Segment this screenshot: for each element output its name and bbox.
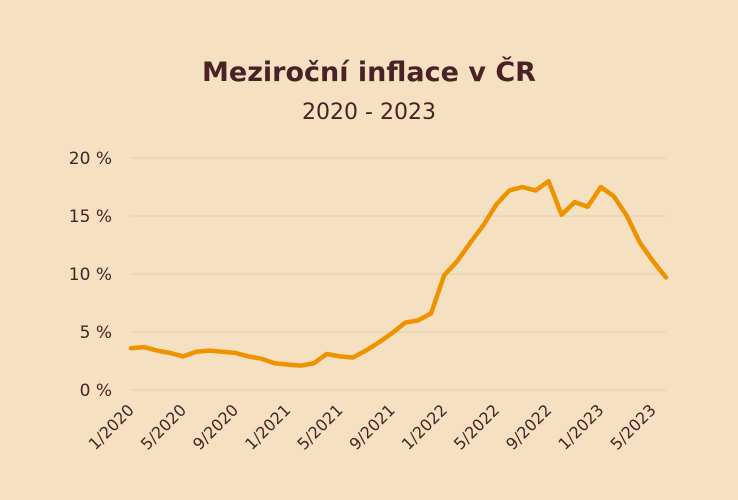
x-tick-label: 1/2021: [241, 400, 294, 453]
x-tick-label: 1/2022: [398, 400, 451, 453]
gridlines: [131, 157, 666, 391]
y-tick-label: 5 %: [80, 323, 112, 343]
y-tick-label: 10 %: [69, 265, 112, 285]
x-tick-label: 5/2021: [293, 400, 346, 453]
x-tick-label: 9/2021: [346, 400, 399, 453]
x-tick-label: 5/2022: [450, 400, 503, 453]
chart-title: Meziroční inflace v ČR: [202, 56, 536, 88]
y-tick-label: 0 %: [80, 381, 112, 401]
y-tick-label: 20 %: [69, 149, 112, 169]
x-tick-label: 5/2023: [607, 400, 660, 453]
chart-subtitle: 2020 - 2023: [302, 100, 436, 125]
x-tick-label: 1/2020: [85, 400, 138, 453]
x-tick-label: 5/2020: [137, 400, 190, 453]
x-tick-label: 9/2020: [189, 400, 242, 453]
inflation-series-line: [128, 178, 669, 368]
x-axis-ticks: 1/20205/20209/20201/20215/20219/20211/20…: [85, 400, 660, 453]
series-layer: [128, 178, 669, 368]
x-tick-label: 9/2022: [502, 400, 555, 453]
y-axis-ticks: 0 % 5 % 10 % 15 % 20 %: [69, 149, 112, 401]
x-tick-label: 1/2023: [554, 400, 607, 453]
y-tick-label: 15 %: [69, 207, 112, 227]
